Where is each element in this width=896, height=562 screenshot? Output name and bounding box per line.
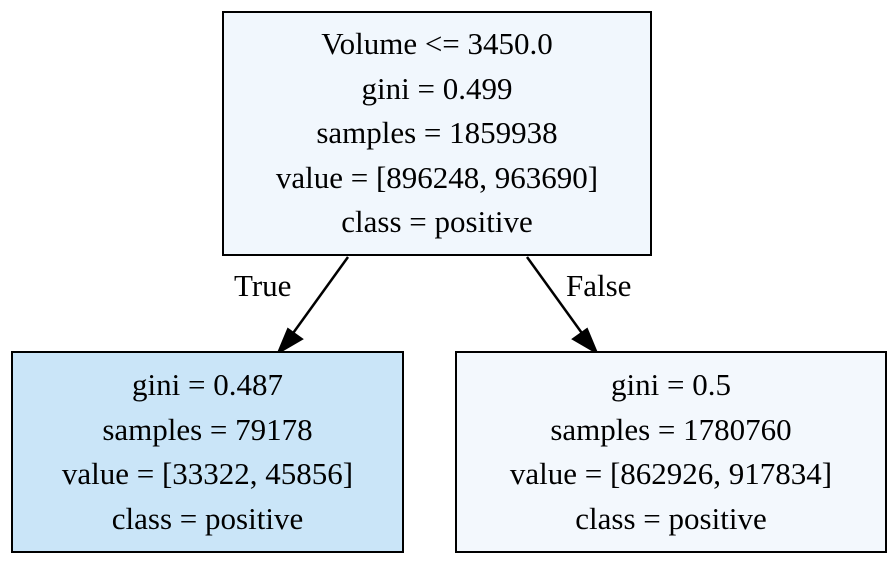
left-gini: gini = 0.487 [132, 367, 283, 402]
right-samples: samples = 1780760 [550, 411, 792, 447]
root-samples: samples = 1859938 [316, 115, 558, 151]
edge-label-false: False [566, 268, 632, 303]
right-class: class = positive [575, 500, 767, 536]
edge-true [275, 256, 350, 356]
right-value: value = [862926, 917834] [509, 456, 833, 491]
edge-true-arrowhead [275, 327, 304, 356]
left-value: value = [33322, 45856] [61, 456, 354, 491]
edge-label-true: True [234, 268, 292, 303]
tree-node-right-leaf: gini = 0.5 samples = 1780760 value = [86… [455, 351, 887, 553]
root-split-condition: Volume <= 3450.0 [321, 26, 553, 62]
tree-node-left-leaf: gini = 0.487 samples = 79178 value = [33… [11, 351, 404, 553]
root-class: class = positive [341, 204, 533, 240]
root-gini: gini = 0.499 [361, 70, 513, 106]
edge-false-arrowhead [571, 327, 600, 356]
root-value: value = [896248, 963690] [275, 159, 599, 195]
edge-false [525, 256, 600, 356]
tree-node-root: Volume <= 3450.0 gini = 0.499 samples = … [222, 11, 652, 256]
right-gini: gini = 0.5 [611, 367, 731, 402]
left-class: class = positive [111, 500, 304, 536]
left-samples: samples = 79178 [102, 411, 313, 447]
